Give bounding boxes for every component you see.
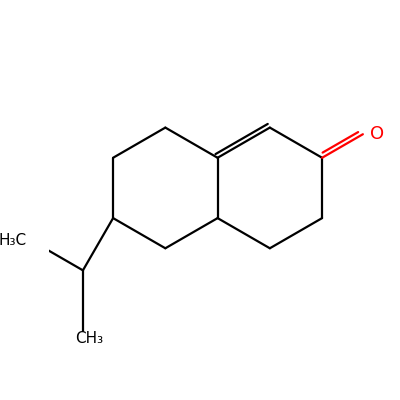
Text: CH₃: CH₃: [75, 331, 103, 346]
Text: H₃C: H₃C: [0, 233, 27, 248]
Text: O: O: [370, 125, 384, 143]
